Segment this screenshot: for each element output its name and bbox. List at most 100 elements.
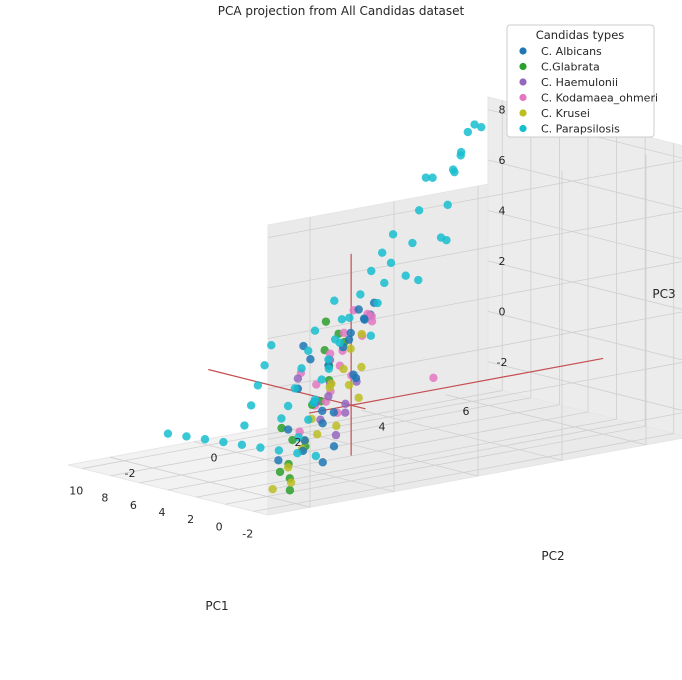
point-c-parapsilosis	[337, 315, 347, 324]
z-gridline-left	[267, 261, 682, 339]
point-c-albicans	[329, 408, 339, 417]
z-tick-label: -2	[497, 356, 508, 369]
point-c-parapsilosis	[401, 271, 410, 280]
legend-marker	[519, 124, 527, 133]
point-c-parapsilosis	[324, 364, 334, 373]
point-c-parapsilosis	[463, 127, 473, 137]
point-c-parapsilosis	[267, 341, 276, 350]
point-c-parapsilosis	[414, 275, 423, 285]
point-c-krusei	[357, 329, 366, 339]
z-tick-label: 0	[499, 305, 506, 318]
point-c-krusei	[344, 380, 354, 390]
point-c-parapsilosis	[311, 451, 321, 461]
point-c-parapsilosis	[373, 298, 382, 308]
point-c-krusei	[283, 463, 293, 472]
z-tick-label: 2	[499, 255, 506, 268]
point-c-parapsilosis	[256, 443, 265, 452]
point-c-parapsilosis	[421, 173, 431, 182]
z-tick-label: 6	[499, 154, 506, 167]
point-c-albicans	[359, 314, 369, 323]
legend-marker	[519, 47, 527, 55]
point-c-albicans	[306, 355, 315, 364]
point-c-parapsilosis	[388, 230, 398, 239]
point-c-albicans	[344, 335, 354, 344]
origin-axis-line-0	[208, 368, 366, 410]
point-c-krusei	[339, 364, 348, 374]
point-c-parapsilosis	[380, 278, 389, 288]
chart-title: PCA projection from All Candidas dataset	[218, 4, 465, 18]
point-c-parapsilosis	[330, 335, 340, 344]
right-back-pane	[487, 96, 682, 437]
point-c-parapsilosis	[304, 415, 313, 424]
point-c-parapsilosis	[456, 151, 465, 160]
legend-marker	[519, 78, 527, 86]
point-c-parapsilosis	[182, 432, 191, 441]
legend-label: C. Krusei	[541, 107, 590, 120]
point-c-kodamaea-ohmeri	[312, 380, 321, 389]
point-c-parapsilosis	[317, 375, 326, 384]
x-tick-label: 0	[216, 520, 223, 533]
point-c-haemulonii	[331, 430, 341, 440]
point-c-parapsilosis	[293, 449, 302, 458]
point-c-krusei	[357, 362, 366, 372]
point-c-albicans	[318, 458, 327, 467]
point-c-parapsilosis	[477, 122, 486, 132]
z-gridline-left	[267, 412, 682, 491]
point-c-albicans	[318, 419, 327, 428]
point-c-parapsilosis	[310, 395, 320, 404]
z-axis-label: PC3	[652, 287, 675, 301]
point-c-parapsilosis	[443, 200, 452, 210]
legend: Candidas types C. Albicans C.Glabrata C. H…	[506, 24, 658, 138]
point-c-albicans	[274, 456, 283, 465]
point-c-parapsilosis	[428, 173, 437, 182]
tick-labels: -2 0 2 4 6 8 10 -2 0 2 4 6 -2 0 2 4 6 8	[69, 104, 507, 541]
scatter-points	[163, 120, 486, 495]
legend-label: C.Glabrata	[541, 61, 600, 74]
point-c-parapsilosis	[345, 313, 354, 322]
legend-title: Candidas types	[536, 28, 625, 42]
legend-label: C. Albicans	[541, 45, 602, 58]
x-tick-label: 2	[187, 513, 194, 526]
x-tick-label: 4	[159, 506, 166, 519]
point-c-kodamaea-ohmeri	[339, 328, 349, 338]
y-tick-label: 0	[211, 452, 218, 465]
y-gridline-floor	[277, 425, 479, 477]
x-tick-label: 10	[69, 485, 83, 498]
z-gridline-right	[487, 210, 682, 260]
x-tick-label: 6	[130, 499, 137, 512]
point-c-glabrata	[277, 423, 286, 433]
legend-marker	[519, 93, 527, 102]
y-tick-label: 6	[463, 405, 470, 418]
legend-label: C. Haemulonii	[541, 76, 618, 89]
point-c-krusei	[313, 430, 322, 439]
origin-axis-lines	[208, 253, 604, 456]
x-tick-label: -2	[242, 527, 253, 540]
point-c-krusei	[346, 344, 355, 353]
point-c-kodamaea-ohmeri	[429, 373, 438, 383]
point-c-haemulonii	[341, 399, 350, 409]
y-tick-label: 2	[295, 436, 302, 449]
point-c-parapsilosis	[366, 331, 376, 340]
gridlines	[82, 100, 682, 512]
point-c-parapsilosis	[290, 384, 300, 393]
point-c-krusei	[332, 421, 341, 431]
point-c-kodamaea-ohmeri	[367, 312, 376, 321]
z-tick-label: 4	[499, 204, 506, 217]
point-c-albicans	[329, 442, 339, 451]
point-c-parapsilosis	[414, 206, 424, 215]
origin-axis-line-1	[309, 357, 604, 414]
z-gridline-left	[267, 210, 682, 289]
z-gridline-right	[487, 260, 682, 310]
z-gridline-left	[267, 311, 682, 390]
point-c-parapsilosis	[304, 346, 313, 355]
point-c-parapsilosis	[356, 290, 365, 299]
legend-label: C. Kodamaea_ohmeri	[541, 92, 658, 105]
point-c-albicans	[318, 406, 327, 416]
point-c-haemulonii	[341, 408, 350, 417]
point-c-parapsilosis	[297, 364, 306, 373]
z-gridline-right	[487, 159, 682, 209]
point-c-parapsilosis	[219, 437, 228, 447]
point-c-parapsilosis	[330, 296, 339, 305]
point-c-parapsilosis	[442, 235, 451, 245]
